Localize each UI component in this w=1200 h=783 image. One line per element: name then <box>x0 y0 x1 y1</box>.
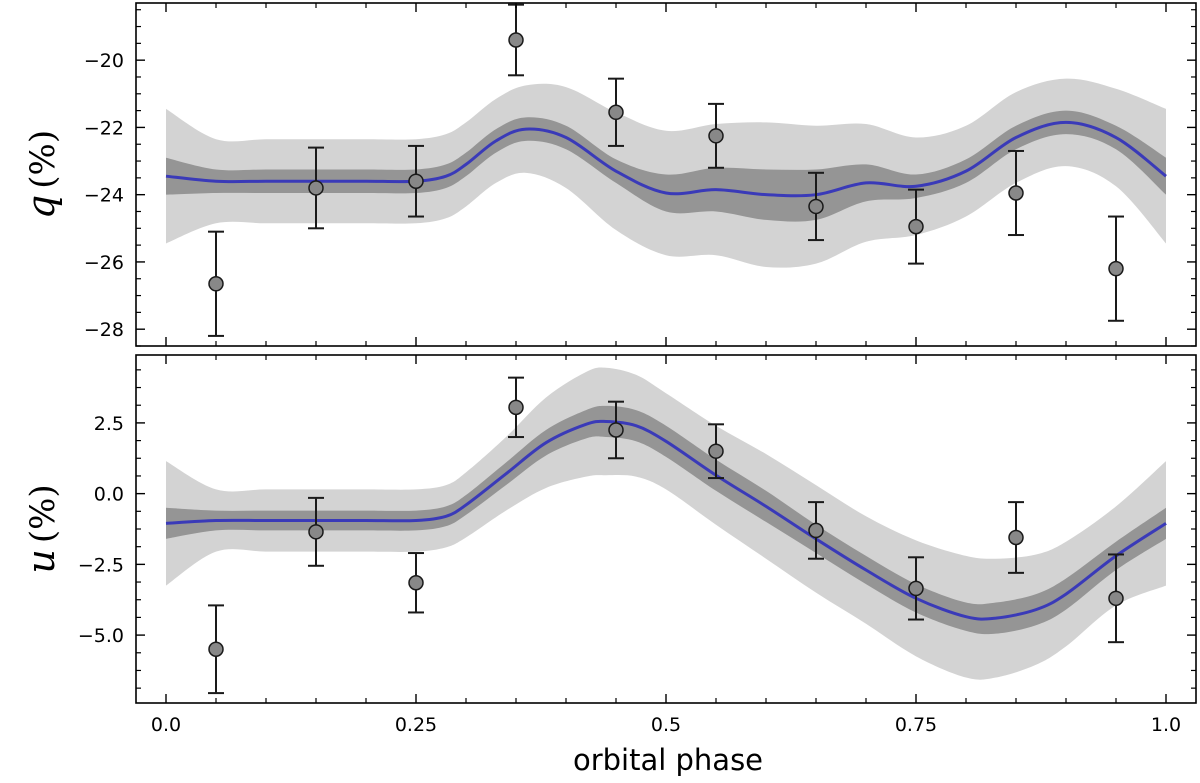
data-point <box>909 581 923 595</box>
x-tick-label: 0.0 <box>151 714 181 736</box>
data-point <box>309 181 323 195</box>
y-tick-label: −22 <box>84 117 124 139</box>
y-axis-unit: (%) <box>23 484 63 543</box>
data-point <box>609 105 623 119</box>
y-tick-label: 0.0 <box>94 484 124 506</box>
data-point <box>209 277 223 291</box>
data-point <box>809 199 823 213</box>
plot-area <box>166 367 1166 693</box>
y-axis-label: u (%) <box>19 484 63 573</box>
data-point <box>509 400 523 414</box>
y-tick-label: 2.5 <box>94 413 124 435</box>
y-axis-variable: q <box>19 195 63 219</box>
data-point <box>1009 530 1023 544</box>
y-axis-variable: u <box>19 549 63 573</box>
y-tick-label: −2.5 <box>78 554 124 576</box>
polarization-phase-chart: −20 −22 −24 −26 −28 q (%) 2.5 0.0 −2.5 −5.0 0.0 0.2… <box>0 0 1200 783</box>
y-tick-label: −5.0 <box>78 625 124 647</box>
plot-area <box>166 5 1166 336</box>
y-tick-label: −28 <box>84 319 124 341</box>
x-axis-label: orbital phase <box>573 743 763 777</box>
data-point <box>1109 591 1123 605</box>
data-point <box>409 576 423 590</box>
data-point <box>509 33 523 47</box>
data-point <box>709 444 723 458</box>
y-axis-label: q (%) <box>19 130 63 219</box>
data-point <box>909 220 923 234</box>
data-point <box>1109 262 1123 276</box>
q-panel: −20 −22 −24 −26 −28 q (%) <box>19 3 1196 346</box>
data-point <box>209 642 223 656</box>
data-point <box>309 525 323 539</box>
data-point <box>709 129 723 143</box>
u-panel: 2.5 0.0 −2.5 −5.0 0.0 0.25 0.5 0.75 1.0 u (%) <box>19 355 1196 736</box>
y-axis-unit: (%) <box>23 130 63 189</box>
y-tick-label: −26 <box>84 252 124 274</box>
data-point <box>1009 186 1023 200</box>
x-tick-label: 1.0 <box>1151 714 1181 736</box>
data-point <box>809 523 823 537</box>
data-point <box>409 174 423 188</box>
x-tick-label: 0.25 <box>395 714 437 736</box>
y-tick-label: −24 <box>84 185 124 207</box>
x-tick-label: 0.5 <box>651 714 681 736</box>
x-tick-label: 0.75 <box>895 714 937 736</box>
data-point <box>609 423 623 437</box>
y-tick-label: −20 <box>84 50 124 72</box>
